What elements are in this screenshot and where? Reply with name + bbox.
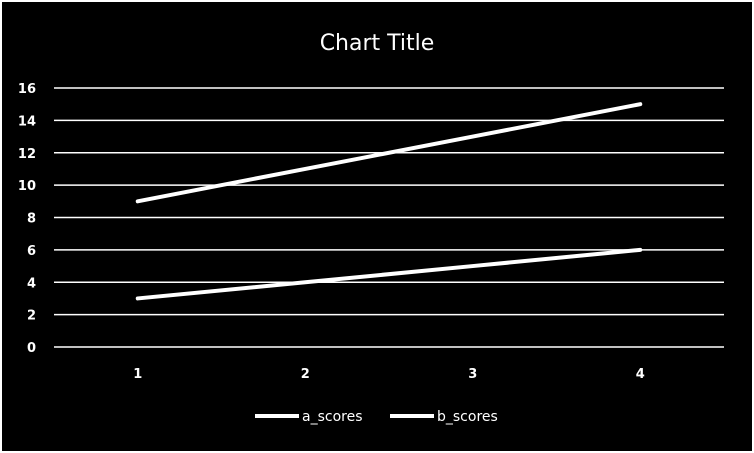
x-tick-label-2: 2 — [301, 367, 310, 382]
gridlines — [54, 87, 724, 348]
legend-item-a_scores: a_scores — [255, 409, 363, 425]
series-lines — [135, 102, 643, 301]
y-tick-label-0: 0 — [27, 341, 36, 356]
y-axis-ticks: 0 2 4 6 8 10 12 14 16 — [18, 82, 36, 356]
y-tick-label-14: 14 — [18, 114, 36, 129]
legend-item-b_scores: b_scores — [390, 409, 498, 425]
legend-label-b_scores: b_scores — [437, 409, 498, 425]
y-tick-label-2: 2 — [27, 309, 36, 324]
series-line-a_scores — [135, 247, 643, 301]
series-line-b_scores — [135, 102, 643, 204]
legend-label-a_scores: a_scores — [302, 409, 363, 425]
y-tick-label-10: 10 — [18, 179, 36, 194]
x-tick-label-3: 3 — [468, 367, 477, 382]
y-tick-label-4: 4 — [27, 276, 36, 291]
chart-title: Chart Title — [320, 31, 435, 56]
y-tick-label-12: 12 — [18, 147, 36, 162]
x-tick-label-1: 1 — [133, 367, 142, 382]
x-tick-label-4: 4 — [636, 367, 645, 382]
legend: a_scores b_scores — [255, 409, 498, 425]
y-tick-label-8: 8 — [27, 212, 36, 227]
y-tick-label-16: 16 — [18, 82, 36, 97]
x-axis-ticks: 1 2 3 4 — [133, 367, 645, 382]
y-tick-label-6: 6 — [27, 244, 36, 259]
